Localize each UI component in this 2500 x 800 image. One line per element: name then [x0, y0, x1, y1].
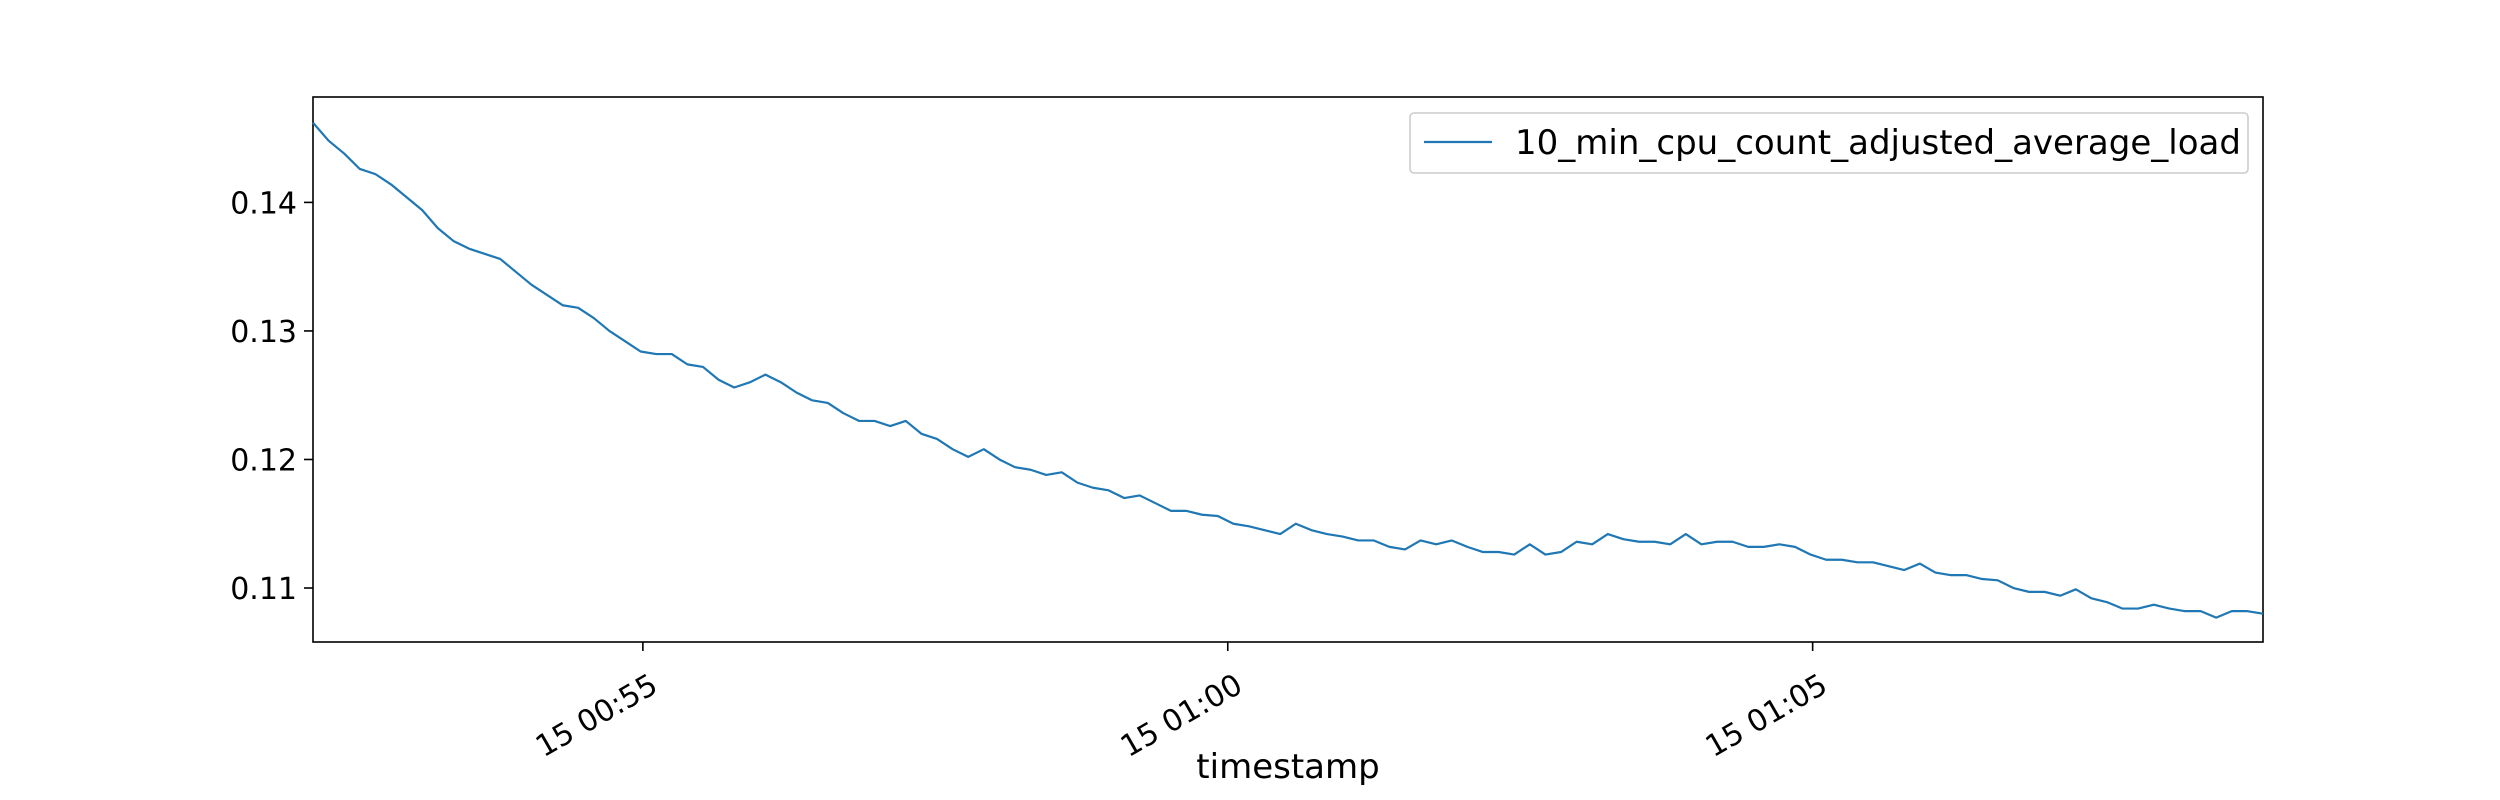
x-tick-label: 15 00:55	[530, 667, 664, 764]
y-tick-label: 0.13	[230, 315, 297, 350]
plot-area-frame	[312, 96, 2264, 643]
legend-box	[1409, 112, 2249, 174]
x-tick-label: 15 01:05	[1700, 667, 1834, 764]
y-tick-label: 0.14	[230, 186, 297, 221]
y-axis: 0.11 0.12 0.13 0.14	[230, 186, 313, 607]
y-tick-label: 0.12	[230, 443, 297, 478]
x-axis-title: timestamp	[1196, 747, 1379, 787]
legend: 10_min_cpu_count_adjusted_average_load	[1409, 112, 2249, 174]
legend-label: 10_min_cpu_count_adjusted_average_load	[1515, 123, 2241, 163]
series-line-10-min-cpu-load	[312, 121, 2264, 619]
y-tick-label: 0.11	[230, 572, 297, 607]
x-axis: 15 00:55 15 01:00 15 01:05	[530, 642, 1833, 765]
